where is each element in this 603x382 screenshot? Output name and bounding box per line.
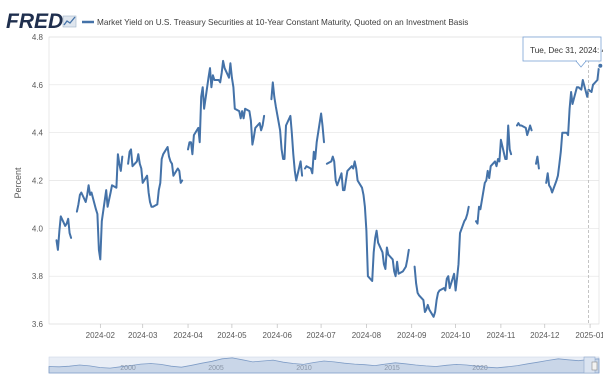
y-tick-label: 3.8: [32, 272, 44, 281]
navigator-year-label: 2010: [296, 365, 312, 372]
x-tick-label: 2024-07: [306, 331, 336, 340]
x-tick-label: 2024-04: [173, 331, 203, 340]
x-tick-label: 2024-10: [441, 331, 471, 340]
navigator-labels: 2000 2005 2010 2015 2020: [120, 365, 488, 372]
series-line-segment[interactable]: [535, 155, 540, 170]
y-axis-label: Percent: [13, 167, 23, 199]
y-tick-label: 4.4: [32, 129, 44, 138]
series-line-segment[interactable]: [187, 59, 266, 156]
x-tick-label: 2025-01: [575, 331, 603, 340]
x-tick-label: 2024-02: [86, 331, 116, 340]
hover-point[interactable]: [597, 62, 603, 69]
y-tick-label: 4.2: [32, 177, 44, 186]
x-tick-label: 2024-12: [530, 331, 560, 340]
y-tick-label: 3.6: [32, 320, 44, 329]
series-line-segment[interactable]: [475, 124, 513, 225]
series-line-segment[interactable]: [55, 215, 73, 251]
x-axis-ticks: 2024-02 2024-03 2024-04 2024-05 2024-06 2024-…: [86, 324, 603, 340]
y-tick-label: 4.8: [32, 33, 44, 42]
x-tick-label: 2024-08: [352, 331, 382, 340]
x-tick-label: 2024-03: [128, 331, 158, 340]
fred-logo-graph-icon: [62, 15, 77, 28]
legend-label: Market Yield on U.S. Treasury Securities…: [97, 18, 468, 27]
gridlines: [49, 36, 599, 325]
y-axis-ticks: 3.6 3.8 4.0 4.2 4.4 4.6 4.8: [32, 33, 44, 329]
navigator-year-label: 2000: [120, 365, 136, 372]
navigator[interactable]: 2000 2005 2010 2015 2020: [48, 356, 600, 374]
series-line-segment[interactable]: [545, 79, 594, 194]
x-tick-label: 2024-09: [397, 331, 427, 340]
x-tick-label: 2024-05: [217, 331, 247, 340]
y-tick-label: 4.0: [32, 224, 44, 233]
navigator-series: [48, 357, 600, 374]
series-line-segment[interactable]: [413, 205, 470, 318]
navigator-year-label: 2015: [384, 365, 400, 372]
series-line-segment[interactable]: [516, 122, 533, 137]
tooltip-text: Tue, Dec 31, 2024: 4.58: [530, 46, 603, 55]
series-line-segment[interactable]: [325, 155, 410, 282]
y-tick-label: 4.6: [32, 81, 44, 90]
navigator-year-label: 2005: [208, 365, 224, 372]
series-line-segment[interactable]: [75, 153, 124, 261]
x-tick-label: 2024-11: [487, 331, 516, 340]
series-line-segment[interactable]: [304, 112, 325, 175]
navigator-handle[interactable]: [591, 361, 598, 371]
x-tick-label: 2024-06: [263, 331, 293, 340]
series-line-segment[interactable]: [270, 81, 304, 182]
navigator-year-label: 2020: [472, 365, 488, 372]
tooltip: Tue, Dec 31, 2024: 4.58: [522, 36, 603, 68]
fred-logo: FRED: [6, 10, 63, 33]
series-line-segment[interactable]: [127, 146, 184, 208]
